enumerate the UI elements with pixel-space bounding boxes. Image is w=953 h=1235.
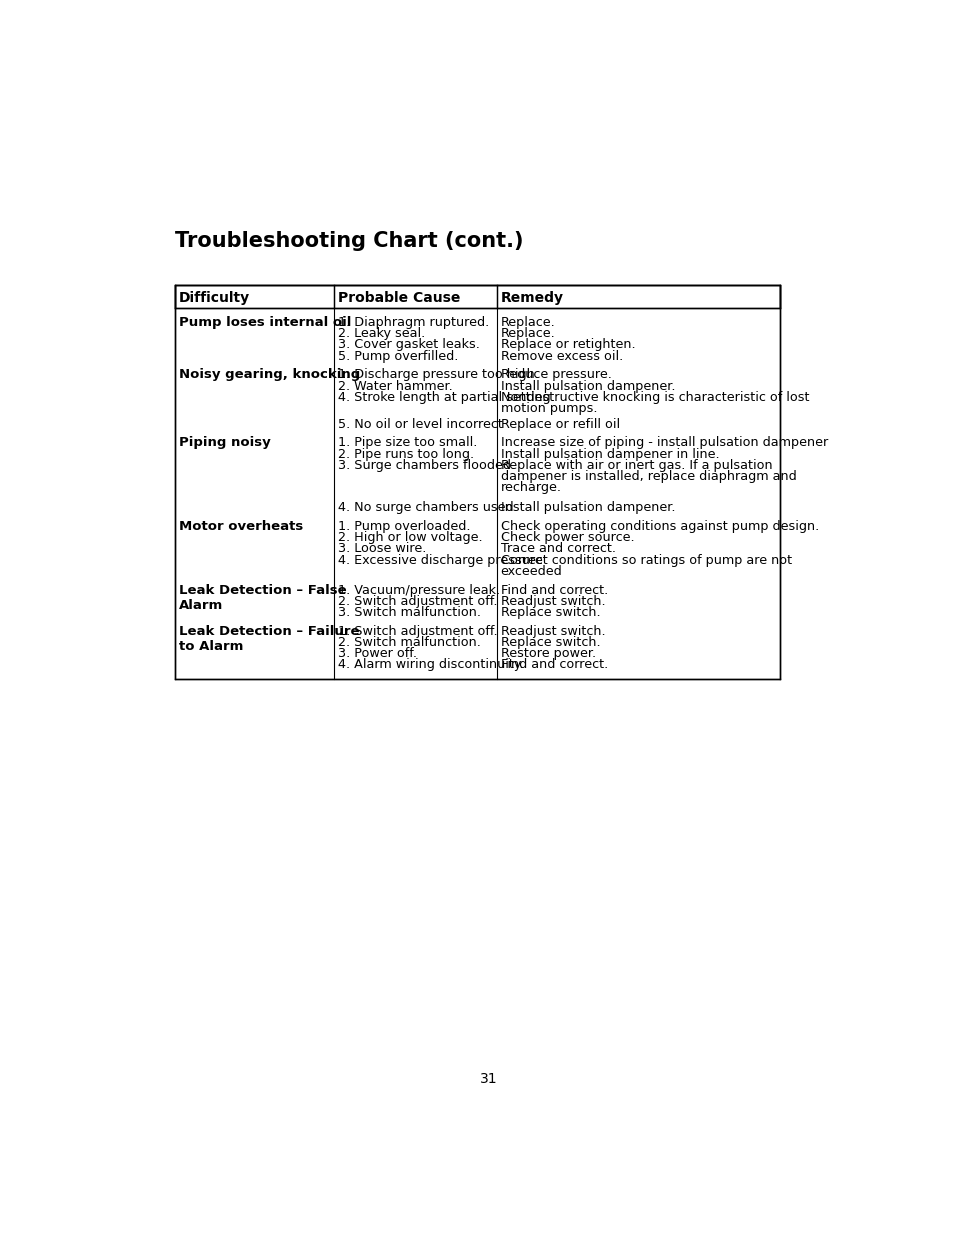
Text: Replace or retighten.: Replace or retighten.	[500, 338, 635, 352]
Text: Motor overheats: Motor overheats	[179, 520, 303, 534]
Text: Check power source.: Check power source.	[500, 531, 634, 545]
Text: 1. Discharge pressure too high.: 1. Discharge pressure too high.	[337, 368, 538, 382]
Text: Find and correct.: Find and correct.	[500, 658, 607, 672]
Text: dampener is installed, replace diaphragm and: dampener is installed, replace diaphragm…	[500, 469, 796, 483]
Text: 3. Power off.: 3. Power off.	[337, 647, 416, 659]
Text: recharge.: recharge.	[500, 482, 561, 494]
Text: Readjust switch.: Readjust switch.	[500, 625, 604, 637]
Text: Find and correct.: Find and correct.	[500, 584, 607, 597]
Text: Noisy gearing, knocking: Noisy gearing, knocking	[179, 368, 360, 382]
Text: Readjust switch.: Readjust switch.	[500, 595, 604, 608]
Text: Replace.: Replace.	[500, 316, 555, 329]
Text: 2. Pipe runs too long.: 2. Pipe runs too long.	[337, 447, 474, 461]
Text: 1. Pipe size too small.: 1. Pipe size too small.	[337, 436, 476, 450]
Text: Remedy: Remedy	[500, 290, 563, 305]
Text: 2. High or low voltage.: 2. High or low voltage.	[337, 531, 482, 545]
Bar	[174, 285, 779, 309]
Text: 4. Alarm wiring discontinuity.: 4. Alarm wiring discontinuity.	[337, 658, 523, 672]
Text: Leak Detection – Failure
to Alarm: Leak Detection – Failure to Alarm	[179, 625, 359, 653]
Text: Troubleshooting Chart (cont.): Troubleshooting Chart (cont.)	[174, 231, 523, 252]
Text: Replace or refill oil: Replace or refill oil	[500, 417, 619, 431]
Text: Restore power.: Restore power.	[500, 647, 595, 659]
Text: 4. Stroke length at partial setting.: 4. Stroke length at partial setting.	[337, 390, 554, 404]
Text: Nondestructive knocking is characteristic of lost: Nondestructive knocking is characteristi…	[500, 390, 808, 404]
Text: Leak Detection – False
Alarm: Leak Detection – False Alarm	[179, 584, 346, 611]
Text: Replace switch.: Replace switch.	[500, 636, 599, 648]
Text: exceeded: exceeded	[500, 564, 561, 578]
Text: 4. Excessive discharge pressure: 4. Excessive discharge pressure	[337, 553, 542, 567]
Text: 1. Switch adjustment off.: 1. Switch adjustment off.	[337, 625, 497, 637]
Text: 1. Diaphragm ruptured.: 1. Diaphragm ruptured.	[337, 316, 489, 329]
Text: 31: 31	[479, 1072, 497, 1087]
Text: 3. Surge chambers flooded.: 3. Surge chambers flooded.	[337, 458, 515, 472]
Text: motion pumps.: motion pumps.	[500, 401, 597, 415]
Text: Replace.: Replace.	[500, 327, 555, 340]
Text: 4. No surge chambers used.: 4. No surge chambers used.	[337, 501, 517, 514]
Text: Pump loses internal oil: Pump loses internal oil	[179, 316, 351, 329]
Text: 2. Water hammer.: 2. Water hammer.	[337, 379, 452, 393]
Text: Probable Cause: Probable Cause	[337, 290, 459, 305]
Text: Reduce pressure.: Reduce pressure.	[500, 368, 611, 382]
Text: 2. Switch malfunction.: 2. Switch malfunction.	[337, 636, 480, 648]
Text: 5. No oil or level incorrect: 5. No oil or level incorrect	[337, 417, 502, 431]
Text: Difficulty: Difficulty	[179, 290, 250, 305]
Text: 2. Switch adjustment off.: 2. Switch adjustment off.	[337, 595, 497, 608]
Bar	[174, 285, 779, 679]
Text: 1. Pump overloaded.: 1. Pump overloaded.	[337, 520, 470, 534]
Text: Correct conditions so ratings of pump are not: Correct conditions so ratings of pump ar…	[500, 553, 791, 567]
Text: Increase size of piping - install pulsation dampener: Increase size of piping - install pulsat…	[500, 436, 827, 450]
Text: Check operating conditions against pump design.: Check operating conditions against pump …	[500, 520, 818, 534]
Text: Replace with air or inert gas. If a pulsation: Replace with air or inert gas. If a puls…	[500, 458, 771, 472]
Text: Trace and correct.: Trace and correct.	[500, 542, 615, 556]
Text: 1. Vacuum/pressure leak.: 1. Vacuum/pressure leak.	[337, 584, 499, 597]
Text: 3. Loose wire.: 3. Loose wire.	[337, 542, 426, 556]
Text: Piping noisy: Piping noisy	[179, 436, 271, 450]
Text: 5. Pump overfilled.: 5. Pump overfilled.	[337, 350, 457, 363]
Text: Replace switch.: Replace switch.	[500, 606, 599, 619]
Text: Install pulsation dampener.: Install pulsation dampener.	[500, 501, 675, 514]
Text: 2. Leaky seal.: 2. Leaky seal.	[337, 327, 425, 340]
Text: 3. Switch malfunction.: 3. Switch malfunction.	[337, 606, 480, 619]
Text: Install pulsation dampener in line.: Install pulsation dampener in line.	[500, 447, 719, 461]
Text: 3. Cover gasket leaks.: 3. Cover gasket leaks.	[337, 338, 479, 352]
Text: Install pulsation dampener.: Install pulsation dampener.	[500, 379, 675, 393]
Text: Remove excess oil.: Remove excess oil.	[500, 350, 622, 363]
